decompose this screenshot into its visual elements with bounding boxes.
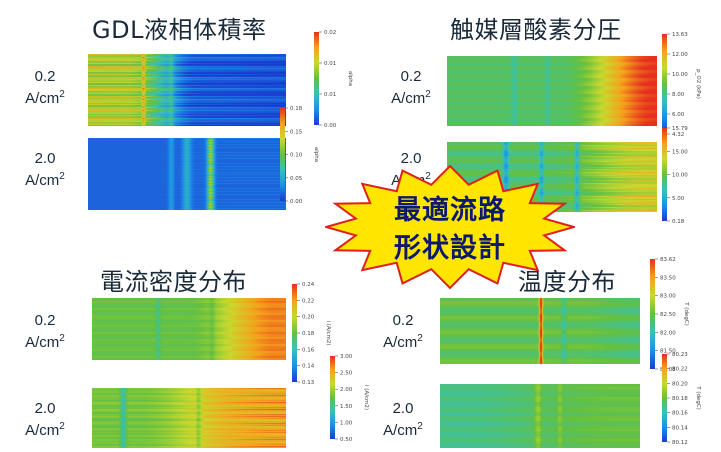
- row-label-value: 2.0: [10, 400, 80, 418]
- row-label-sup: 2: [425, 89, 431, 100]
- row-label-value: 2.0: [368, 400, 438, 418]
- colorbar-axis-label: T (degC): [695, 385, 701, 410]
- colorbar-tick-label: 83.62: [660, 257, 676, 263]
- panel-title-current: 電流密度分布: [100, 262, 247, 297]
- row-label-sup: 2: [59, 421, 65, 432]
- row-label-oxygen-low: 0.2 A/cm2: [376, 68, 446, 108]
- colorbar-axis-label: i (A/cm2): [325, 320, 331, 345]
- colorbar-tick-label: 0.14: [302, 364, 315, 370]
- row-label-value: 2.0: [10, 150, 80, 168]
- colorbar-tick-label: 1.50: [340, 404, 353, 410]
- colorbar-gradient: [292, 284, 297, 382]
- colorbar-tick-label: 1.00: [340, 420, 353, 426]
- colorbar-gradient: [662, 34, 667, 134]
- colorbar-tick-label: 0.20: [302, 315, 315, 321]
- row-label-sup: 2: [417, 421, 423, 432]
- colorbar-axis-label: T (degC): [683, 301, 689, 326]
- colorbar-tick-label: 80.23: [672, 352, 688, 358]
- colorbar-tick-label: 15.00: [672, 149, 688, 155]
- row-label-unit: A/cm: [383, 334, 417, 351]
- row-label-unit: A/cm: [383, 422, 417, 439]
- colorbar-tick-label: 0.02: [324, 30, 336, 36]
- colorbar-tick-label: 83.50: [660, 275, 676, 281]
- row-label-value: 0.2: [10, 312, 80, 330]
- heatmap-gdl-low: [88, 54, 286, 126]
- colorbar-gradient: [280, 108, 285, 201]
- row-label-sup: 2: [59, 89, 65, 100]
- colorbar-tick-label: 80.18: [672, 396, 688, 402]
- row-label-unit: A/cm: [391, 90, 425, 107]
- callout-line-1: 最適流路: [325, 188, 575, 227]
- colorbar-tick-label: 12.00: [672, 52, 688, 58]
- colorbar-tick-label: 2.50: [340, 371, 353, 377]
- heatmap-temp-high: [440, 384, 640, 448]
- colorbar-axis-label: alpha: [313, 147, 319, 162]
- heatmap-current-high: [92, 388, 286, 448]
- colorbar-tick-label: 5.00: [672, 196, 685, 202]
- row-label-current-low: 0.2 A/cm2: [10, 312, 80, 352]
- heatmap-temp-low: [440, 298, 640, 364]
- row-label-unit: A/cm: [25, 172, 59, 189]
- row-label-value: 0.2: [10, 68, 80, 86]
- colorbar-tick-label: 0.22: [302, 298, 314, 304]
- row-label-sup: 2: [417, 333, 423, 344]
- colorbar-tick-label: 80.14: [672, 425, 688, 431]
- colorbar-tick-label: 0.15: [290, 129, 303, 135]
- colorbar-tick-label: 2.00: [340, 387, 353, 393]
- row-label-sup: 2: [59, 333, 65, 344]
- colorbar-temp-high: 80.23 80.22 80.20 80.18 80.16 80.14 80.12 T (de…: [660, 350, 720, 450]
- colorbar-tick-label: 82.00: [660, 330, 676, 336]
- colorbar-tick-label: 0.05: [290, 176, 303, 182]
- row-label-value: 0.2: [368, 312, 438, 330]
- row-label-unit: A/cm: [25, 90, 59, 107]
- row-label-temp-high: 2.0 A/cm2: [368, 400, 438, 440]
- colorbar-tick-label: 6.00: [672, 112, 685, 118]
- colorbar-axis-label: alpha: [347, 71, 353, 86]
- row-label-gdl-low: 0.2 A/cm2: [10, 68, 80, 108]
- colorbar-tick-label: 0.13: [302, 380, 315, 386]
- colorbar-tick-label: 0.18: [672, 219, 685, 225]
- colorbar-tick-label: 80.16: [672, 411, 688, 417]
- colorbar-tick-label: 0.24: [302, 282, 315, 288]
- row-label-current-high: 2.0 A/cm2: [10, 400, 80, 440]
- colorbar-tick-label: 10.00: [672, 173, 688, 179]
- callout-line-2: 形状設計: [325, 226, 575, 265]
- heatmap-gdl-high: [88, 138, 286, 210]
- colorbar-tick-label: 10.00: [672, 72, 688, 78]
- colorbar-tick-label: 80.12: [672, 440, 688, 446]
- colorbar-gradient: [662, 354, 667, 442]
- colorbar-tick-label: 13.63: [672, 32, 688, 38]
- colorbar-tick-label: 0.10: [290, 153, 303, 159]
- row-label-value: 0.2: [376, 68, 446, 86]
- colorbar-tick-label: 0.01: [324, 92, 336, 98]
- panel-title-gdl-liquid: GDL液相体積率: [92, 10, 266, 45]
- colorbar-tick-label: 80.20: [672, 381, 688, 387]
- colorbar-gradient: [330, 356, 335, 439]
- colorbar-tick-label: 0.00: [290, 199, 303, 205]
- colorbar-tick-label: 0.01: [324, 61, 336, 67]
- colorbar-tick-label: 83.00: [660, 294, 676, 300]
- row-label-temp-low: 0.2 A/cm2: [368, 312, 438, 352]
- row-label-unit: A/cm: [25, 334, 59, 351]
- colorbar-tick-label: 3.00: [340, 354, 353, 360]
- heatmap-oxygen-low: [447, 56, 657, 126]
- colorbar-gradient: [662, 128, 667, 221]
- colorbar-tick-label: 0.18: [290, 106, 303, 112]
- row-label-sup: 2: [59, 171, 65, 182]
- colorbar-gradient: [650, 259, 655, 369]
- heatmap-current-low: [92, 298, 286, 360]
- colorbar-oxygen-high: 15.79 15.00 10.00 5.00 0.18: [660, 124, 720, 229]
- colorbar-tick-label: 0.18: [302, 331, 315, 337]
- row-label-gdl-high: 2.0 A/cm2: [10, 150, 80, 190]
- colorbar-tick-label: 15.79: [672, 126, 688, 132]
- panel-title-oxygen: 触媒層酸素分圧: [450, 10, 622, 45]
- colorbar-tick-label: 8.00: [672, 92, 685, 98]
- colorbar-tick-label: 0.50: [340, 437, 353, 443]
- colorbar-tick-label: 82.50: [660, 312, 676, 318]
- colorbar-tick-label: 80.22: [672, 367, 688, 373]
- colorbar-tick-label: 0.16: [302, 347, 315, 353]
- row-label-unit: A/cm: [25, 422, 59, 439]
- colorbar-axis-label: p_O2 (kPa): [695, 69, 701, 99]
